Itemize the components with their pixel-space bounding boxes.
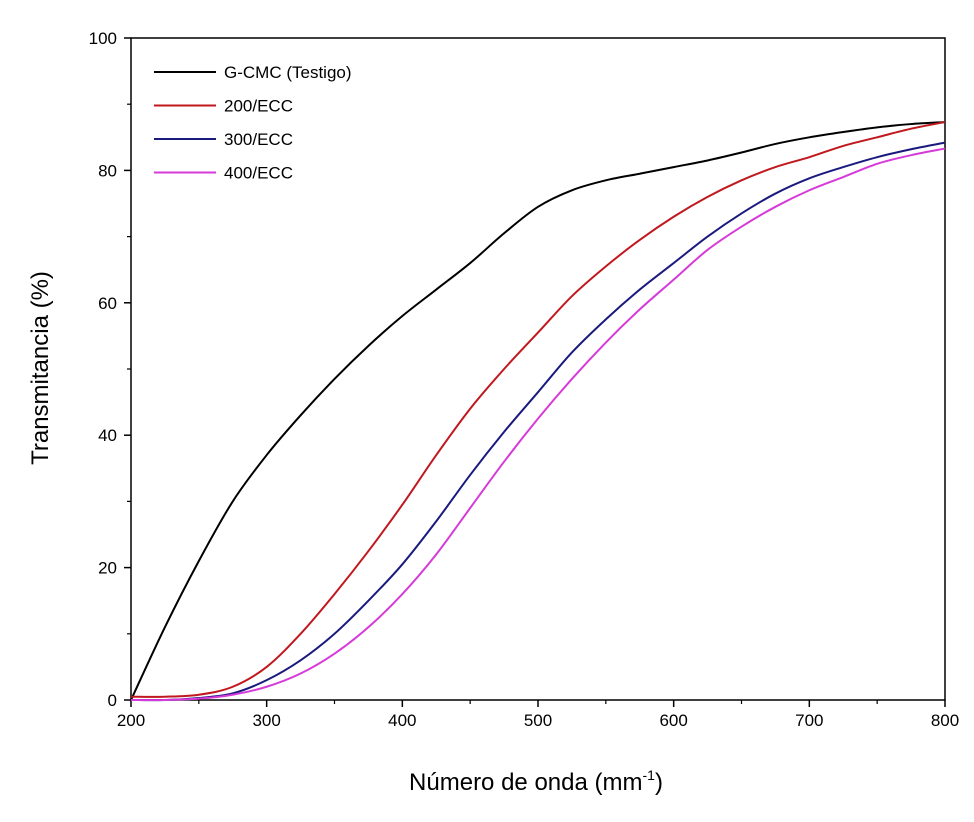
legend: G-CMC (Testigo) 200/ECC 300/ECC 400/ECC xyxy=(154,63,352,183)
y-tick-label: 60 xyxy=(98,294,117,313)
y-tick-label: 100 xyxy=(89,29,117,48)
y-axis-title: Transmitancia (%) xyxy=(27,271,54,465)
legend-label-0: G-CMC (Testigo) xyxy=(224,63,352,82)
x-axis: 200 300 400 500 600 700 800 xyxy=(117,700,959,730)
series-line-2 xyxy=(130,141,946,702)
y-axis: 0 20 40 60 80 100 xyxy=(89,29,131,710)
legend-label-2: 300/ECC xyxy=(224,130,293,149)
x-tick-label: 300 xyxy=(252,711,280,730)
series-line-0 xyxy=(130,121,946,701)
series-line-1 xyxy=(130,121,946,698)
x-tick-label: 400 xyxy=(388,711,416,730)
x-tick-label: 700 xyxy=(795,711,823,730)
y-tick-label: 40 xyxy=(98,426,117,445)
y-tick-label: 20 xyxy=(98,559,117,578)
series-layer xyxy=(130,121,946,702)
y-tick-label: 0 xyxy=(108,691,117,710)
x-tick-label: 600 xyxy=(659,711,687,730)
series-line-3 xyxy=(130,147,946,702)
legend-label-1: 200/ECC xyxy=(224,97,293,116)
x-tick-label: 800 xyxy=(931,711,959,730)
legend-label-3: 400/ECC xyxy=(224,164,293,183)
y-tick-label: 80 xyxy=(98,161,117,180)
x-tick-label: 200 xyxy=(117,711,145,730)
x-tick-label: 500 xyxy=(524,711,552,730)
x-axis-title: Número de onda (mm-1) xyxy=(409,767,663,796)
